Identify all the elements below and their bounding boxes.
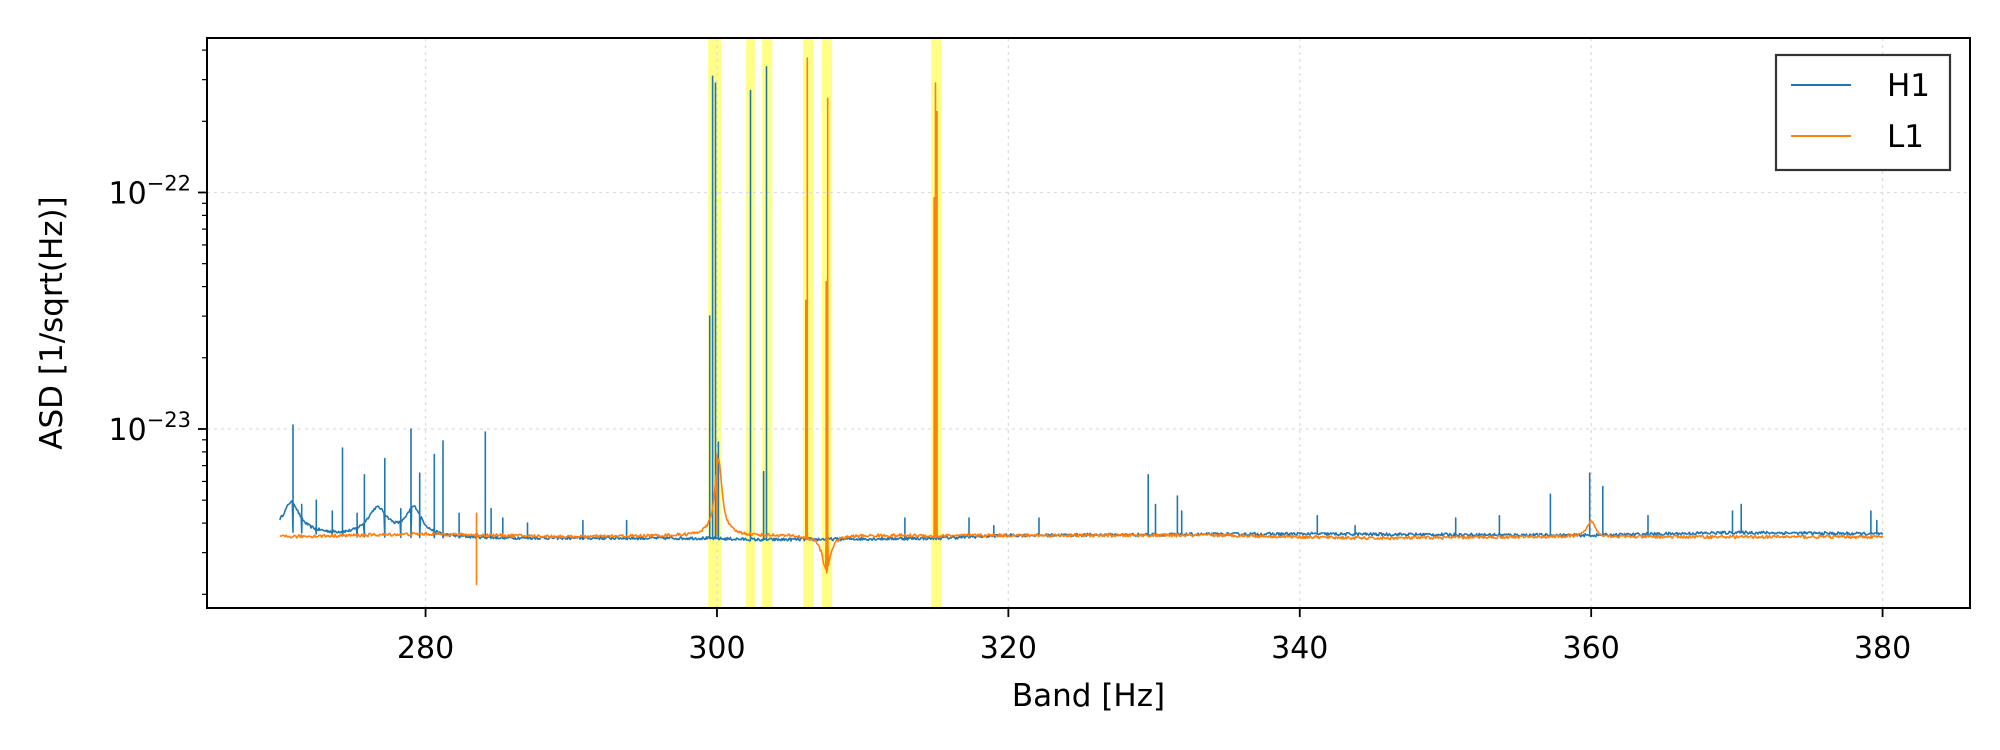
x-axis-label: Band [Hz]	[1012, 678, 1165, 714]
plot-frame	[206, 37, 1971, 609]
legend-box	[1774, 53, 1952, 172]
x-tick-label: 320	[980, 631, 1037, 666]
y-tick-label: 10−23	[108, 408, 191, 448]
x-tick-label: 340	[1271, 631, 1328, 666]
legend-label-h1: H1	[1887, 68, 1930, 104]
series-line-l1	[279, 57, 1884, 586]
axes: 280 300 320 340 360 380 10−23 10−22	[108, 37, 1971, 666]
x-tick-label: 280	[397, 631, 454, 666]
series-layer	[279, 57, 1884, 586]
y-tick-label: 10−22	[108, 171, 191, 211]
x-tick-label: 380	[1854, 631, 1911, 666]
x-tick-label: 300	[688, 631, 745, 666]
x-tick-label: 360	[1563, 631, 1620, 666]
legend-label-l1: L1	[1887, 119, 1924, 155]
y-axis-label: ASD [1/sqrt(Hz)]	[34, 196, 70, 449]
